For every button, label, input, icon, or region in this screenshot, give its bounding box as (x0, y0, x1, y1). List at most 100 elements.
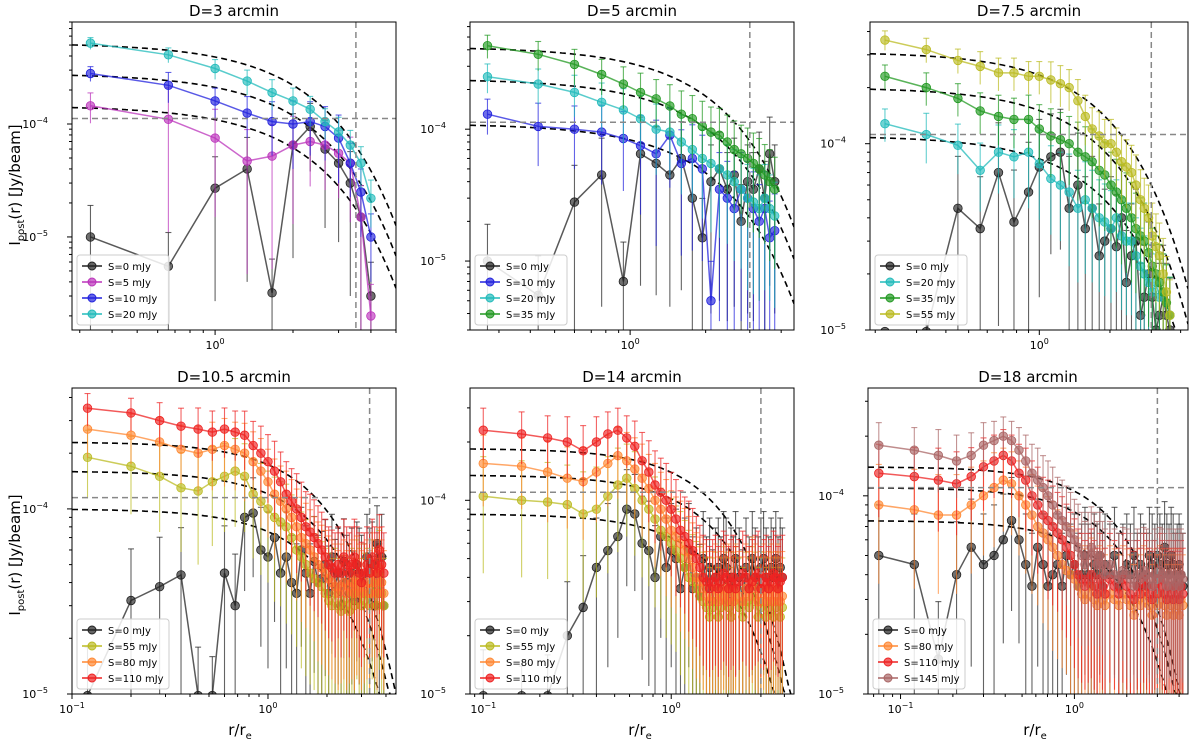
data-point (953, 203, 963, 214)
data-point (569, 59, 580, 70)
data-point (207, 427, 218, 437)
x-tick-label-1: 100 (621, 337, 640, 352)
data-point (275, 477, 286, 487)
data-point (921, 44, 931, 55)
data-point (880, 71, 890, 82)
x-tick-label-1: 10−1 (59, 701, 85, 716)
ylabel-bottom: Ipost(r) [Jy/beam] (6, 494, 27, 615)
data-point (1073, 203, 1083, 214)
legend-label: S=35 mJy (506, 310, 555, 321)
panel-6-plot-area (868, 388, 1188, 694)
y-tick-label-1-exp: −5 (834, 322, 846, 331)
data-point (516, 429, 527, 439)
y-tick-label-2-base: 10 (420, 494, 434, 507)
data-point (684, 538, 694, 548)
data-point (163, 114, 174, 125)
data-point (85, 101, 96, 111)
data-point (1027, 468, 1037, 478)
data-point (706, 296, 716, 306)
data-point (1161, 287, 1172, 297)
data-point (1069, 535, 1080, 545)
data-point (1006, 435, 1017, 446)
ylabel-top-sub: post (16, 220, 27, 242)
data-point (305, 104, 315, 114)
data-point (880, 119, 890, 129)
data-point (533, 79, 543, 89)
series-line (90, 72, 372, 238)
data-point (722, 137, 733, 147)
data-point (126, 430, 136, 440)
y-tick-label-1-exp: −5 (434, 253, 446, 262)
data-point (603, 429, 613, 439)
legend-marker (485, 673, 495, 683)
data-point (953, 93, 963, 104)
data-point (874, 440, 884, 450)
panel-5-title: D=14 arcmin (582, 368, 682, 386)
data-point (333, 127, 344, 137)
legend-label: S=110 mJy (108, 674, 164, 685)
data-point (591, 437, 602, 447)
legend-box (474, 618, 568, 690)
data-point (777, 572, 788, 583)
panel-1-plot-area (72, 22, 396, 330)
y-tick-label-2: 10−4 (22, 116, 48, 131)
data-point (998, 431, 1009, 441)
legend-marker (87, 657, 97, 667)
data-point (734, 576, 744, 587)
x-tick-label-1: 10−1 (888, 701, 914, 716)
legend-marker (883, 673, 893, 683)
data-point (286, 496, 297, 506)
y-tick-label-2-base: 10 (820, 138, 834, 151)
data-point (210, 96, 220, 106)
data-point (993, 68, 1004, 78)
data-point (478, 425, 488, 435)
data-point (210, 63, 220, 74)
data-point (267, 116, 277, 127)
legend-label: S=110 mJy (904, 658, 960, 669)
legend-marker (485, 641, 495, 651)
data-point (729, 144, 739, 155)
data-point (921, 326, 931, 330)
legend-marker (885, 277, 895, 287)
data-point (1046, 131, 1056, 141)
series-s-10-mjy (85, 66, 376, 282)
series-s-55-mjy (880, 30, 1175, 330)
legend-label: S=20 mJy (906, 278, 955, 289)
data-point (1055, 180, 1066, 190)
legend-marker (885, 261, 895, 271)
x-tick-label-2-exp: 0 (272, 701, 277, 710)
data-point (687, 114, 698, 124)
data-point (1086, 542, 1096, 552)
data-point (1106, 180, 1116, 190)
data-point (687, 545, 698, 556)
legend-marker (485, 657, 495, 667)
series-s-110-mjy (82, 392, 389, 667)
data-point (651, 94, 661, 104)
data-point (697, 121, 708, 132)
data-point (1087, 157, 1097, 167)
data-point (661, 495, 671, 506)
data-point (613, 425, 623, 435)
panel-4-legend: S=0 mJy S=55 mJy S=80 mJy S=110 mJy (76, 618, 170, 690)
data-point (1034, 124, 1045, 134)
data-point (1046, 75, 1056, 85)
legend-marker (87, 261, 97, 271)
series-s-35-mjy (482, 34, 780, 269)
y-tick-label-2-base: 10 (420, 123, 434, 136)
y-tick-label-2-exp: −4 (434, 121, 446, 130)
model-curve-3 (470, 124, 794, 304)
data-point (953, 140, 963, 151)
x-tick-label-2: 100 (1065, 701, 1084, 716)
legend-label: S=0 mJy (506, 262, 549, 273)
data-point (344, 568, 355, 578)
data-point (533, 121, 543, 132)
data-point (356, 187, 366, 197)
x-tick-label-1-base: 10 (206, 339, 220, 352)
data-point (366, 311, 376, 321)
xlabel-middle: r/re (628, 721, 652, 742)
series-s-110-mjy (478, 407, 788, 677)
data-point (163, 80, 174, 91)
xlabel-right-main: r/r (1023, 721, 1041, 739)
